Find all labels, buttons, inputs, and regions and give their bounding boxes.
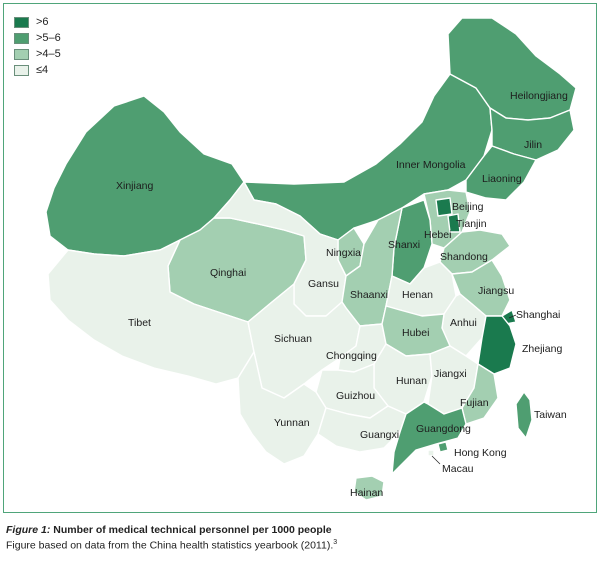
region-taiwan [515,391,533,439]
leader-macau [431,455,441,465]
map-legend: >6 >5–6 >4–5 ≤4 [14,14,61,78]
region-macau [427,449,435,457]
label-ningxia: Ningxia [326,247,361,259]
label-gansu: Gansu [308,278,339,290]
label-anhui: Anhui [450,317,477,329]
label-hebei: Hebei [424,229,451,241]
label-yunnan: Yunnan [274,417,310,429]
label-hunan: Hunan [396,375,427,387]
label-guangdong: Guangdong [416,423,471,435]
label-tibet: Tibet [128,317,151,329]
label-fujian: Fujian [460,397,489,409]
reference-number: 3 [333,539,338,546]
legend-swatch [14,48,29,60]
label-hainan: Hainan [350,487,383,499]
region-hainan [353,475,385,501]
region-jilin [489,107,575,161]
label-macau: Macau [442,463,474,475]
label-beijing: Beijing [452,201,484,213]
leader-shanghai [508,314,517,319]
label-taiwan: Taiwan [534,409,567,421]
label-shandong: Shandong [440,251,488,263]
label-guangxi: Guangxi [360,429,399,441]
legend-item: >4–5 [14,46,61,62]
label-liaoning: Liaoning [482,173,522,185]
label-jilin: Jilin [524,139,542,151]
figure-label: Figure 1: [6,524,51,536]
map-frame: Heilongjiang Jilin Liaoning Inner Mongol… [3,3,597,513]
legend-label: >4–5 [36,48,61,60]
legend-item: >5–6 [14,30,61,46]
china-map: Heilongjiang Jilin Liaoning Inner Mongol… [45,17,577,501]
region-tianjin [447,213,461,233]
legend-label: ≤4 [36,64,49,76]
label-zhejiang: Zhejiang [522,343,562,355]
region-beijing [435,197,453,217]
label-sichuan: Sichuan [274,333,312,345]
label-shaanxi: Shaanxi [350,289,388,301]
region-hong-kong [437,441,449,453]
label-jiangxi: Jiangxi [434,368,467,380]
label-inner-mongolia: Inner Mongolia [396,159,466,171]
legend-item: >6 [14,14,61,30]
label-hong-kong: Hong Kong [454,447,507,459]
legend-label: >5–6 [36,32,61,44]
figure-caption: Figure 1: Number of medical technical pe… [6,524,596,552]
label-hubei: Hubei [402,327,429,339]
label-xinjiang: Xinjiang [116,180,154,192]
caption-source: Figure based on data from the China heal… [6,539,596,552]
label-shanxi: Shanxi [388,239,420,251]
region-liaoning [465,145,537,201]
label-jiangsu: Jiangsu [478,285,514,297]
legend-item: ≤4 [14,62,61,78]
legend-swatch [14,32,29,44]
region-yunnan [237,351,327,465]
label-guizhou: Guizhou [336,390,375,402]
legend-swatch [14,16,29,28]
region-fujian [461,363,499,425]
label-shanghai: Shanghai [516,309,560,321]
label-chongqing: Chongqing [326,350,377,362]
label-henan: Henan [402,289,433,301]
caption-title: Figure 1: Number of medical technical pe… [6,524,596,536]
figure-title: Number of medical technical personnel pe… [53,524,332,536]
source-text: Figure based on data from the China heal… [6,539,334,552]
legend-label: >6 [36,16,49,28]
label-tianjin: Tianjin [456,218,487,230]
region-guangdong [391,401,467,475]
label-qinghai: Qinghai [210,267,246,279]
label-heilongjiang: Heilongjiang [510,90,568,102]
legend-swatch [14,64,29,76]
